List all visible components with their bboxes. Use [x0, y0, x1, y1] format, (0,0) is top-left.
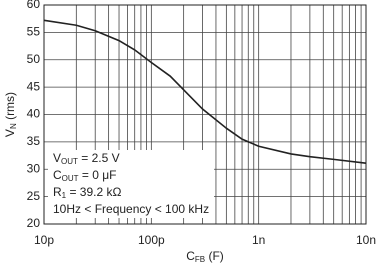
subscript: FB: [195, 255, 205, 264]
x-tick-label: 10p: [34, 233, 54, 247]
x-axis-label: CFB (F): [186, 249, 224, 264]
subscript: OUT: [62, 174, 79, 183]
y-tick-label: 60: [27, 0, 41, 11]
x-tick-label: 1n: [252, 233, 265, 247]
text-part: = 2.5 V: [78, 151, 120, 165]
text-part: = 39.2 kΩ: [66, 185, 121, 199]
subscript: N: [9, 123, 18, 129]
text-part: V: [53, 151, 61, 165]
y-tick-label: 30: [27, 161, 41, 175]
text-part: C: [186, 249, 195, 263]
text-part: R: [53, 185, 62, 199]
y-tick-label: 20: [27, 216, 41, 230]
y-tick-label: 40: [27, 107, 41, 121]
annotation: R1 = 39.2 kΩ: [53, 185, 121, 200]
text-part: = 0 μF: [79, 168, 117, 182]
text-part: 10Hz < Frequency < 100 kHz: [53, 202, 209, 216]
annotation-box: [48, 150, 214, 218]
text-part: (F): [205, 249, 224, 263]
text-part: (rms): [3, 92, 17, 123]
x-tick-label: 100p: [138, 233, 165, 247]
y-tick-label: 35: [27, 134, 41, 148]
plot-frame: [43, 4, 367, 225]
line: [43, 19, 367, 165]
annotation: VOUT = 2.5 V: [53, 151, 120, 166]
subscript: 1: [62, 191, 67, 200]
annotation: COUT = 0 μF: [53, 168, 117, 183]
annotation: 10Hz < Frequency < 100 kHz: [53, 202, 209, 216]
y-tick-label: 45: [27, 79, 41, 93]
y-tick-label: 25: [27, 189, 41, 203]
y-tick-label: 50: [27, 52, 41, 66]
x-tick-label: 10n: [356, 233, 376, 247]
subscript: OUT: [61, 157, 78, 166]
text-part: C: [53, 168, 62, 182]
text-part: V: [3, 129, 17, 137]
y-tick-label: 55: [27, 25, 41, 39]
y-axis-label: VN (rms): [3, 92, 18, 137]
